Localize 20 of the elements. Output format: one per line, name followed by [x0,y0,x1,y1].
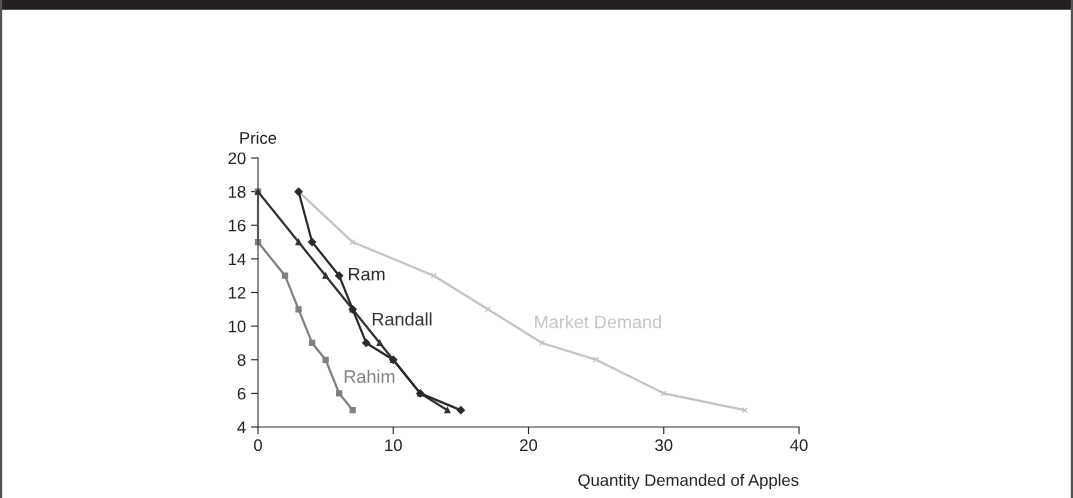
y-tick-label: 4 [237,421,246,434]
y-axis-title: Price [240,131,277,144]
x-tick-label: 40 [790,439,808,452]
y-tick-label: 6 [237,387,246,400]
series-label: Randall [372,312,432,326]
series-label: Rahim [344,369,395,383]
y-tick-label: 8 [237,354,246,366]
x-axis-title: Quantity Demanded of Apples [578,473,799,490]
series-label: Ram [348,267,385,281]
y-tick-label: 20 [228,152,246,165]
x-tick-label: 0 [254,439,262,452]
y-tick-label: 14 [228,253,246,265]
y-tick-label: 18 [228,186,246,198]
y-tick-label: 16 [228,219,246,232]
x-tick-label: 10 [385,439,402,452]
y-tick-label: 12 [228,286,246,299]
series-label: Market Demand [535,315,661,329]
y-tick-label: 10 [228,320,246,333]
x-tick-label: 30 [655,439,673,452]
x-tick-label: 20 [520,439,538,452]
